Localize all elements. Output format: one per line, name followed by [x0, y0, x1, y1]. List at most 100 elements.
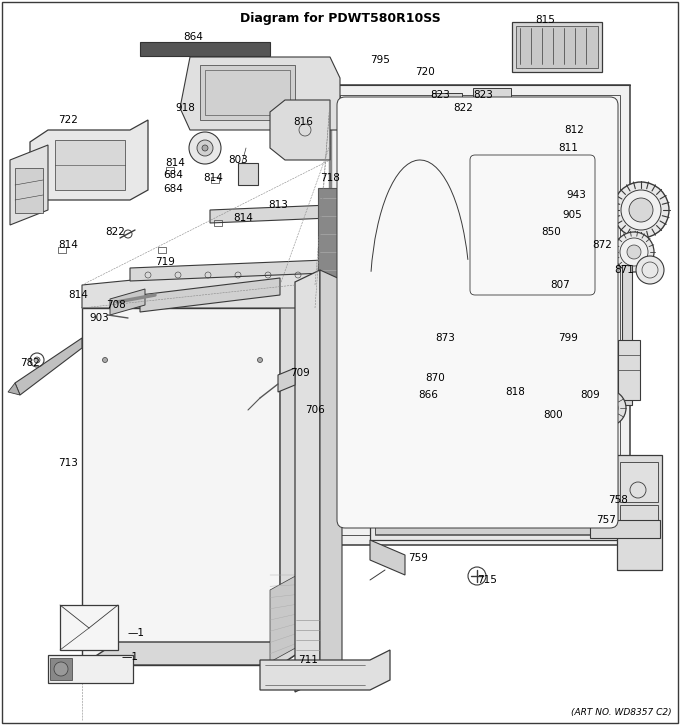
Bar — [620, 505, 658, 535]
Circle shape — [420, 386, 444, 410]
Text: 822: 822 — [105, 227, 125, 237]
Text: 814: 814 — [233, 213, 253, 223]
Bar — [342, 104, 389, 151]
Bar — [205, 70, 290, 115]
Polygon shape — [82, 642, 315, 665]
Text: 722: 722 — [58, 115, 78, 125]
Text: 866: 866 — [418, 390, 438, 400]
Circle shape — [197, 140, 213, 156]
Polygon shape — [82, 285, 315, 308]
Text: 758: 758 — [608, 495, 628, 505]
Circle shape — [412, 378, 452, 418]
Polygon shape — [270, 568, 310, 662]
FancyBboxPatch shape — [337, 97, 618, 528]
Text: 822: 822 — [453, 103, 473, 113]
Polygon shape — [278, 368, 295, 392]
Bar — [140, 42, 270, 56]
Bar — [338, 200, 388, 270]
Bar — [48, 655, 133, 683]
Text: 918: 918 — [175, 103, 195, 113]
Text: 807: 807 — [550, 280, 570, 290]
Text: 718: 718 — [320, 173, 340, 183]
Bar — [620, 462, 658, 502]
Text: 823: 823 — [430, 90, 450, 100]
Text: 811: 811 — [558, 143, 578, 153]
Circle shape — [613, 182, 669, 238]
Bar — [166, 167, 174, 173]
Bar — [512, 22, 602, 72]
Circle shape — [34, 357, 40, 363]
Bar — [338, 100, 393, 155]
Bar — [211, 177, 219, 183]
Polygon shape — [15, 338, 82, 395]
Polygon shape — [370, 465, 630, 540]
Bar — [516, 26, 598, 68]
Bar — [50, 658, 72, 680]
Circle shape — [54, 662, 68, 676]
Bar — [418, 368, 440, 386]
Bar — [158, 247, 166, 253]
Bar — [622, 265, 632, 405]
Circle shape — [614, 232, 654, 272]
Bar — [618, 340, 640, 400]
Text: 713: 713 — [58, 458, 78, 468]
Circle shape — [258, 357, 262, 362]
Text: 812: 812 — [564, 125, 584, 135]
Text: 864: 864 — [183, 32, 203, 42]
Bar — [375, 502, 620, 514]
Text: 816: 816 — [293, 117, 313, 127]
Text: 803: 803 — [228, 155, 248, 165]
Text: 815: 815 — [535, 15, 555, 25]
Polygon shape — [82, 262, 315, 308]
Circle shape — [202, 145, 208, 151]
Text: 903: 903 — [89, 313, 109, 323]
Text: 706: 706 — [305, 405, 325, 415]
Polygon shape — [10, 145, 48, 225]
Polygon shape — [370, 540, 405, 575]
Text: 871: 871 — [614, 265, 634, 275]
Polygon shape — [210, 205, 330, 223]
Text: 684: 684 — [163, 184, 183, 194]
Bar — [617, 455, 662, 570]
Bar — [473, 88, 511, 113]
Polygon shape — [130, 260, 325, 281]
Bar — [558, 122, 600, 152]
Bar — [530, 148, 604, 162]
Text: 709: 709 — [290, 368, 310, 378]
Circle shape — [510, 406, 522, 418]
Text: 813: 813 — [268, 200, 288, 210]
Circle shape — [103, 357, 107, 362]
Text: 757: 757 — [596, 515, 616, 525]
Bar — [432, 93, 462, 113]
Text: 809: 809 — [580, 390, 600, 400]
Text: (ART NO. WD8357 C2): (ART NO. WD8357 C2) — [571, 708, 672, 718]
Text: 814: 814 — [203, 173, 223, 183]
Bar — [55, 140, 125, 190]
Text: 943: 943 — [566, 190, 586, 200]
Text: 872: 872 — [592, 240, 612, 250]
Polygon shape — [110, 289, 145, 315]
Circle shape — [103, 618, 107, 623]
Polygon shape — [330, 85, 630, 545]
Polygon shape — [180, 57, 340, 130]
Bar — [375, 470, 625, 535]
Bar — [58, 247, 66, 253]
Bar — [15, 168, 43, 213]
Circle shape — [590, 390, 626, 426]
Text: 684: 684 — [163, 170, 183, 180]
Bar — [375, 526, 620, 534]
Text: 720: 720 — [415, 67, 435, 77]
Text: 814: 814 — [165, 158, 185, 168]
Circle shape — [627, 245, 641, 259]
Polygon shape — [8, 383, 20, 395]
Bar — [590, 520, 660, 538]
Text: 759: 759 — [408, 553, 428, 563]
Polygon shape — [30, 120, 148, 200]
Polygon shape — [295, 270, 320, 692]
Text: 795: 795 — [370, 55, 390, 65]
Polygon shape — [320, 270, 342, 688]
Circle shape — [400, 295, 510, 405]
Bar — [527, 145, 607, 165]
Text: 905: 905 — [562, 210, 582, 220]
Polygon shape — [280, 285, 315, 665]
